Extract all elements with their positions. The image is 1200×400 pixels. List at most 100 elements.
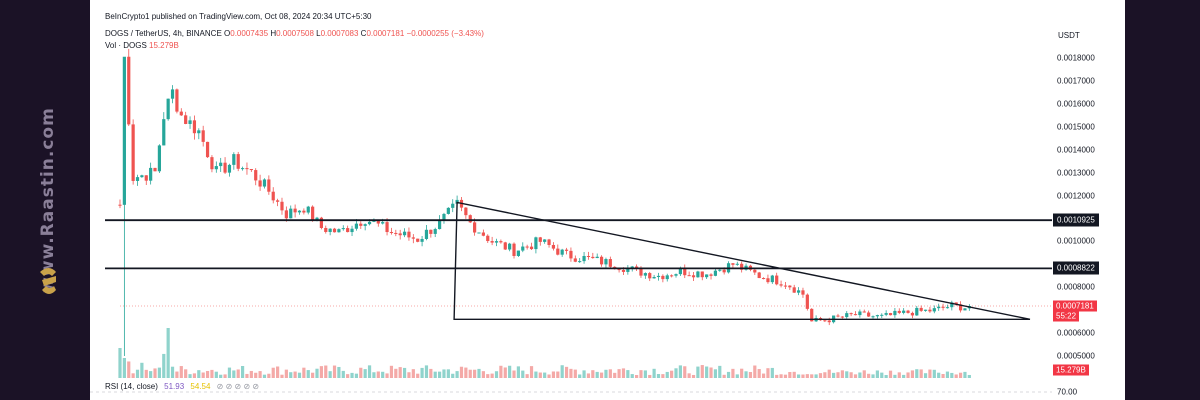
candle-body xyxy=(319,217,323,228)
volume-bar xyxy=(249,370,253,378)
publisher-caption: BeInCrypto1 published on TradingView.com… xyxy=(105,12,372,21)
volume-bar xyxy=(280,374,284,378)
candle-body xyxy=(184,115,188,124)
low-label: L xyxy=(316,29,321,38)
close-label: C xyxy=(360,29,367,38)
volume-bar xyxy=(599,372,604,378)
volume-bar xyxy=(162,353,166,378)
volume-bar xyxy=(354,373,359,378)
volume-bar xyxy=(534,371,538,378)
candle-body xyxy=(827,320,831,323)
high-label: H xyxy=(270,29,277,38)
volume-bar xyxy=(486,374,490,378)
candle-body xyxy=(503,242,507,250)
candle-body xyxy=(845,313,849,318)
candle-body xyxy=(381,222,385,224)
candle-body xyxy=(451,203,455,208)
volume-bar xyxy=(512,370,516,378)
candle-body xyxy=(880,314,884,316)
candle-body xyxy=(770,275,774,283)
candle-body xyxy=(718,269,722,271)
volume-bar xyxy=(678,365,682,378)
volume-bar xyxy=(131,373,135,378)
volume-bar xyxy=(617,369,621,378)
candle-body xyxy=(280,201,284,211)
volume-bar xyxy=(127,361,131,378)
price-axis[interactable]: USDT 0.0005000 0.0006000 0.0008000 0.001000… xyxy=(1052,0,1125,400)
volume-bar xyxy=(311,372,315,378)
candle-body xyxy=(297,210,302,213)
candle-body xyxy=(236,154,240,169)
volume-bar xyxy=(521,370,525,378)
candle-body xyxy=(661,275,665,280)
candle-body xyxy=(792,287,796,293)
candle-body xyxy=(569,250,573,259)
candle-body xyxy=(464,207,468,216)
volume-bar xyxy=(700,365,704,378)
volume-bar xyxy=(635,374,639,378)
volume-bar xyxy=(289,372,293,378)
volume-bar xyxy=(341,370,345,378)
candle-body xyxy=(372,220,376,222)
candle-body xyxy=(494,241,499,243)
volume-bar xyxy=(613,372,617,378)
volume-bar xyxy=(201,372,205,378)
volume-bar xyxy=(696,366,700,378)
volume-bar xyxy=(508,365,512,378)
volume-bar xyxy=(367,365,372,378)
candle-body xyxy=(906,310,910,313)
candle-body xyxy=(591,256,595,259)
volume-bar xyxy=(950,372,954,378)
candle-body xyxy=(932,308,936,312)
candle-body xyxy=(420,238,424,242)
rsi-ma-value: 54.54 xyxy=(190,382,211,391)
candle-body xyxy=(700,271,704,278)
volume-bar xyxy=(346,374,350,378)
volume-bar xyxy=(363,369,367,378)
candle-body xyxy=(691,275,696,278)
volume-bar xyxy=(726,371,731,378)
candle-body xyxy=(293,208,297,213)
volume-bar xyxy=(919,369,923,378)
candle-body xyxy=(328,228,332,232)
volume-bar xyxy=(214,371,218,378)
candle-body xyxy=(192,120,197,134)
volume-bar xyxy=(862,370,866,378)
volume-bar xyxy=(722,374,726,378)
candle-body xyxy=(586,255,591,257)
volume-bar xyxy=(525,374,529,378)
candle-body xyxy=(477,232,481,234)
candle-body xyxy=(705,274,709,278)
volume-bar xyxy=(205,370,210,378)
candle-body xyxy=(941,306,945,308)
candle-body xyxy=(481,232,485,236)
candle-body xyxy=(788,285,792,288)
volume-bar xyxy=(796,374,801,378)
volume-bar xyxy=(350,372,354,378)
volume-bar xyxy=(880,372,884,378)
volume-bar xyxy=(731,368,735,378)
candle-body xyxy=(950,302,954,308)
candle-body xyxy=(359,223,363,226)
candle-body xyxy=(284,210,288,219)
resistance-1-tag: 0.0010925 xyxy=(1053,213,1099,227)
volume-bar xyxy=(639,370,643,378)
candle-body xyxy=(858,311,862,316)
candle-body xyxy=(884,313,888,315)
volume-bar xyxy=(490,373,494,378)
volume-bar xyxy=(276,366,280,378)
candle-body xyxy=(735,263,739,265)
candle-body xyxy=(604,259,608,265)
candle-body xyxy=(652,277,656,279)
volume-bar xyxy=(941,373,945,378)
volume-bar xyxy=(188,374,192,378)
candle-body xyxy=(407,231,411,238)
price-chart[interactable] xyxy=(90,0,1052,400)
volume-bar xyxy=(149,371,153,378)
candle-body xyxy=(853,314,858,316)
volume-bar xyxy=(705,366,709,378)
open-value: 0.0007435 xyxy=(230,29,269,38)
candle-body xyxy=(547,239,551,245)
volume-bar xyxy=(744,371,748,378)
volume-bar xyxy=(494,371,499,378)
